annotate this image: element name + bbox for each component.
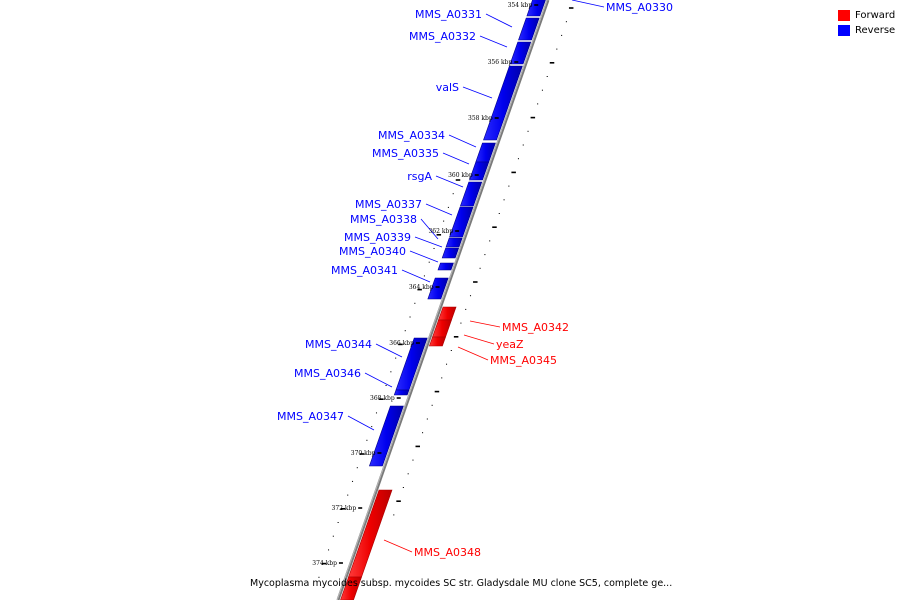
gene-mms-a0331[interactable] xyxy=(518,17,540,41)
leader-line xyxy=(448,134,477,148)
sequence-caption: Mycoplasma mycoides subsp. mycoides SC s… xyxy=(250,578,673,589)
gene-label-yeaz[interactable]: yeaZ xyxy=(496,338,524,351)
gene-mms-a0346[interactable] xyxy=(393,389,410,396)
legend-item-reverse: Reverse xyxy=(838,23,895,38)
backbone-highlight xyxy=(336,0,548,600)
position-label: 364 kbp xyxy=(409,284,434,291)
forward-swatch xyxy=(838,10,850,21)
tick-marks xyxy=(318,7,574,578)
leader-line xyxy=(435,175,464,188)
gene-label-mms-a0338[interactable]: MMS_A0338 xyxy=(350,213,417,226)
gene-mms-a0332[interactable] xyxy=(509,41,532,65)
gene-rsga[interactable] xyxy=(459,181,483,207)
reverse-swatch xyxy=(838,25,850,36)
gene-partial[interactable] xyxy=(340,576,362,600)
leader-line xyxy=(401,269,431,283)
gene-label-mms-a0347[interactable]: MMS_A0347 xyxy=(277,410,344,423)
gene-mms-a0348[interactable] xyxy=(348,489,393,578)
position-label: 366 kbp xyxy=(389,340,414,347)
gene-mms-a0338[interactable] xyxy=(445,237,463,248)
position-label: 368 kbp xyxy=(370,395,395,402)
gene-mms-a0347[interactable] xyxy=(368,405,404,467)
legend-label-forward: Forward xyxy=(855,10,896,21)
gene-label-mms-a0337[interactable]: MMS_A0337 xyxy=(355,198,422,211)
leader-line xyxy=(457,346,489,361)
leader-line xyxy=(420,218,439,240)
leader-line xyxy=(383,539,413,553)
gene-label-mms-a0340[interactable]: MMS_A0340 xyxy=(339,245,406,258)
position-label: 370 kbp xyxy=(351,450,376,457)
leader-line xyxy=(479,35,508,48)
gene-features xyxy=(340,0,548,600)
gene-labels: MMS_A0330 MMS_A0331 MMS_A0332 valS MMS_A0334… xyxy=(277,1,673,559)
backbone-line xyxy=(336,0,550,600)
gene-mms-a0337[interactable] xyxy=(449,206,474,238)
gene-mms-a0339[interactable] xyxy=(441,247,460,259)
position-label: 358 kbp xyxy=(468,115,493,122)
gene-label-vals[interactable]: valS xyxy=(436,81,459,94)
leader-line xyxy=(462,86,493,99)
leader-line xyxy=(571,0,605,8)
gene-mms-a0345[interactable] xyxy=(428,336,446,347)
gene-label-rsga[interactable]: rsgA xyxy=(407,170,432,183)
gene-label-mms-a0341[interactable]: MMS_A0341 xyxy=(331,264,398,277)
gene-label-mms-a0348[interactable]: MMS_A0348 xyxy=(414,546,481,559)
leader-line xyxy=(469,320,501,328)
leader-line xyxy=(414,236,443,248)
gene-mms-a0341[interactable] xyxy=(427,277,449,300)
gene-label-mms-a0331[interactable]: MMS_A0331 xyxy=(415,8,482,21)
position-label: 362 kbp xyxy=(428,228,453,235)
gene-label-mms-a0332[interactable]: MMS_A0332 xyxy=(409,30,476,43)
leader-line xyxy=(409,250,439,263)
gene-label-mms-a0342[interactable]: MMS_A0342 xyxy=(502,321,569,334)
gene-label-mms-a0339[interactable]: MMS_A0339 xyxy=(344,231,411,244)
gene-mms-a0340[interactable] xyxy=(437,262,454,271)
leader-line xyxy=(485,13,513,28)
legend-label-reverse: Reverse xyxy=(855,25,896,36)
gene-label-mms-a0334[interactable]: MMS_A0334 xyxy=(378,129,445,142)
gene-mms-a0335[interactable] xyxy=(469,161,490,181)
position-label: 360 kbp xyxy=(448,172,473,179)
gene-label-mms-a0335[interactable]: MMS_A0335 xyxy=(372,147,439,160)
leader-line xyxy=(442,152,470,165)
position-label: 356 kbp xyxy=(488,59,513,66)
leader-line xyxy=(425,203,453,216)
position-label: 374 kbp xyxy=(312,560,337,567)
label-leader-lines xyxy=(347,0,605,553)
position-label: 354 kbp xyxy=(508,2,533,9)
leader-line xyxy=(364,372,393,388)
position-labels: 354 kbp 356 kbp 358 kbp 360 kbp 362 kbp 364 k… xyxy=(312,2,539,567)
gene-label-mms-a0346[interactable]: MMS_A0346 xyxy=(294,367,361,380)
position-label: 372 kbp xyxy=(332,505,357,512)
legend: Forward Reverse xyxy=(838,8,895,38)
genome-backbone xyxy=(336,0,550,600)
gene-label-mms-a0345[interactable]: MMS_A0345 xyxy=(490,354,557,367)
legend-item-forward: Forward xyxy=(838,8,895,23)
gene-label-mms-a0330[interactable]: MMS_A0330 xyxy=(606,1,673,14)
gene-mms-a0330[interactable] xyxy=(526,0,548,17)
leader-line xyxy=(347,415,375,431)
leader-line xyxy=(375,343,403,358)
gene-vals[interactable] xyxy=(483,65,523,141)
leader-line xyxy=(463,334,495,345)
gene-label-mms-a0344[interactable]: MMS_A0344 xyxy=(305,338,372,351)
